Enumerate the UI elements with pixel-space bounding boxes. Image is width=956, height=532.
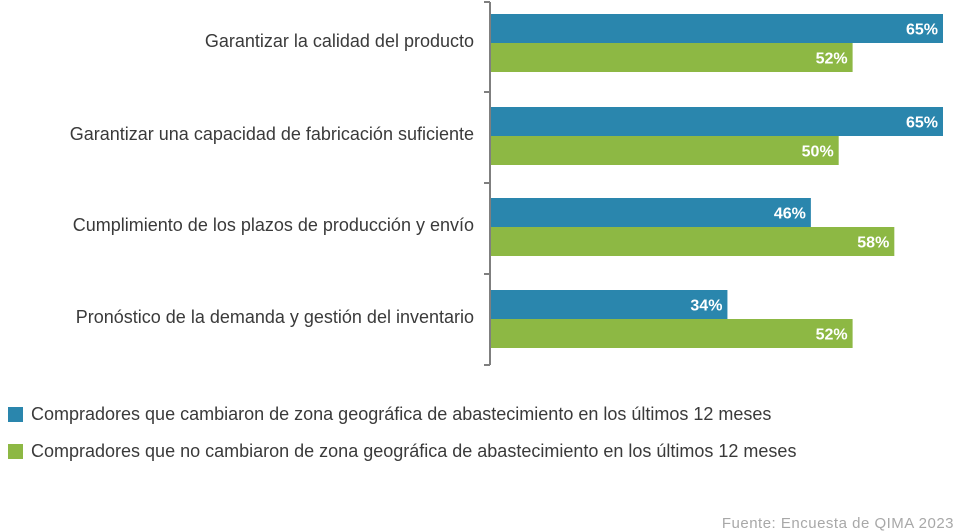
category-label: Pronóstico de la demanda y gestión del i… [76, 307, 474, 327]
bar-series-2 [491, 227, 895, 256]
labels-group: Garantizar la calidad del producto 65% 52%… [70, 22, 938, 344]
bar-series-1 [491, 14, 943, 43]
data-label: 50% [802, 144, 834, 161]
data-label: 65% [906, 115, 938, 132]
data-label: 34% [690, 298, 722, 315]
category-label: Garantizar una capacidad de fabricación … [70, 124, 474, 144]
bars-group [491, 14, 943, 348]
legend-swatch-series-2 [8, 444, 23, 459]
bar-series-1 [491, 107, 943, 136]
data-label: 52% [816, 51, 848, 68]
bar-chart: Garantizar la calidad del producto 65% 52%… [70, 1, 943, 366]
category-axis [484, 1, 491, 366]
bar-series-2 [491, 136, 839, 165]
bar-series-1 [491, 290, 728, 319]
legend-item-series-1: Compradores que cambiaron de zona geográ… [8, 404, 771, 425]
bar-series-2 [491, 43, 853, 72]
legend-swatch-series-1 [8, 407, 23, 422]
data-label: 52% [816, 327, 848, 344]
data-label: 65% [906, 22, 938, 39]
bar-series-1 [491, 198, 811, 227]
bar-series-2 [491, 319, 853, 348]
legend-label-series-2: Compradores que no cambiaron de zona geo… [31, 441, 797, 461]
data-label: 58% [857, 235, 889, 252]
source-note: Fuente: Encuesta de QIMA 2023 [721, 515, 954, 532]
data-label: 46% [774, 206, 806, 223]
legend-label-series-1: Compradores que cambiaron de zona geográ… [31, 404, 772, 424]
legend-item-series-2: Compradores que no cambiaron de zona geo… [8, 441, 796, 462]
category-label: Garantizar la calidad del producto [205, 31, 474, 51]
category-label: Cumplimiento de los plazos de producción… [73, 215, 474, 235]
